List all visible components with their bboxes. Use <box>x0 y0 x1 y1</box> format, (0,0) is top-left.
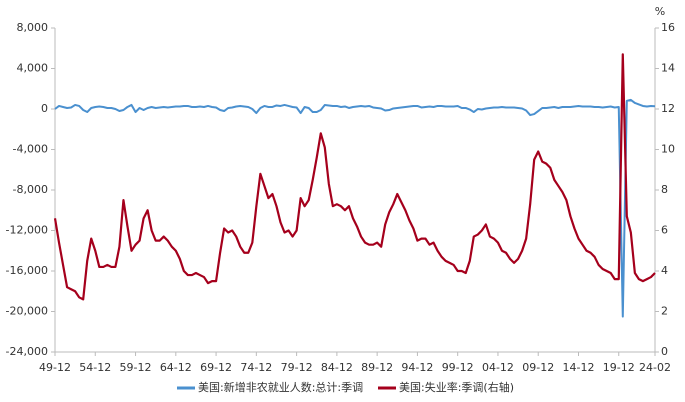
y-tick-label: 8,000 <box>17 21 49 34</box>
y-tick-label: -16,000 <box>6 264 48 277</box>
y2-tick-label: 10 <box>661 143 675 156</box>
legend-label: 美国:失业率:季调(右轴) <box>399 380 514 394</box>
y-tick-label: -24,000 <box>6 345 48 358</box>
x-tick-label: 79-12 <box>281 361 313 374</box>
legend-label: 美国:新增非农就业人数:总计:季调 <box>198 380 363 394</box>
x-tick-label: 69-12 <box>200 361 232 374</box>
x-tick-label: 09-12 <box>522 361 554 374</box>
series-line <box>54 98 656 318</box>
y2-tick-label: 2 <box>661 305 668 318</box>
x-tick-label: 54-12 <box>79 361 111 374</box>
y2-tick-label: 6 <box>661 224 668 237</box>
x-tick-label: 99-12 <box>442 361 474 374</box>
x-tick-label: 04-12 <box>482 361 514 374</box>
y2-tick-label: 0 <box>661 345 668 358</box>
y-tick-label: -8,000 <box>13 183 48 196</box>
y2-axis-unit: % <box>655 5 665 18</box>
x-tick-label: 19-12 <box>603 361 635 374</box>
x-tick-label: 49-12 <box>39 361 71 374</box>
y-tick-label: -20,000 <box>6 305 48 318</box>
y2-tick-label: 14 <box>661 62 675 75</box>
x-tick-label: 84-12 <box>321 361 353 374</box>
y-tick-label: 4,000 <box>17 62 49 75</box>
y-tick-label: -4,000 <box>13 143 48 156</box>
y2-tick-label: 4 <box>661 264 668 277</box>
x-tick-label: 89-12 <box>361 361 393 374</box>
y-tick-label: 0 <box>41 102 48 115</box>
x-tick-label: 14-12 <box>563 361 595 374</box>
x-tick-label: 64-12 <box>160 361 192 374</box>
x-tick-label: 74-12 <box>240 361 272 374</box>
y2-tick-label: 12 <box>661 102 675 115</box>
y2-tick-label: 16 <box>661 21 675 34</box>
x-tick-label: 59-12 <box>120 361 152 374</box>
series-line <box>53 53 656 301</box>
x-tick-label: 24-02 <box>639 361 671 374</box>
y-tick-label: -12,000 <box>6 224 48 237</box>
x-tick-label: 94-12 <box>401 361 433 374</box>
y2-tick-label: 8 <box>661 183 668 196</box>
